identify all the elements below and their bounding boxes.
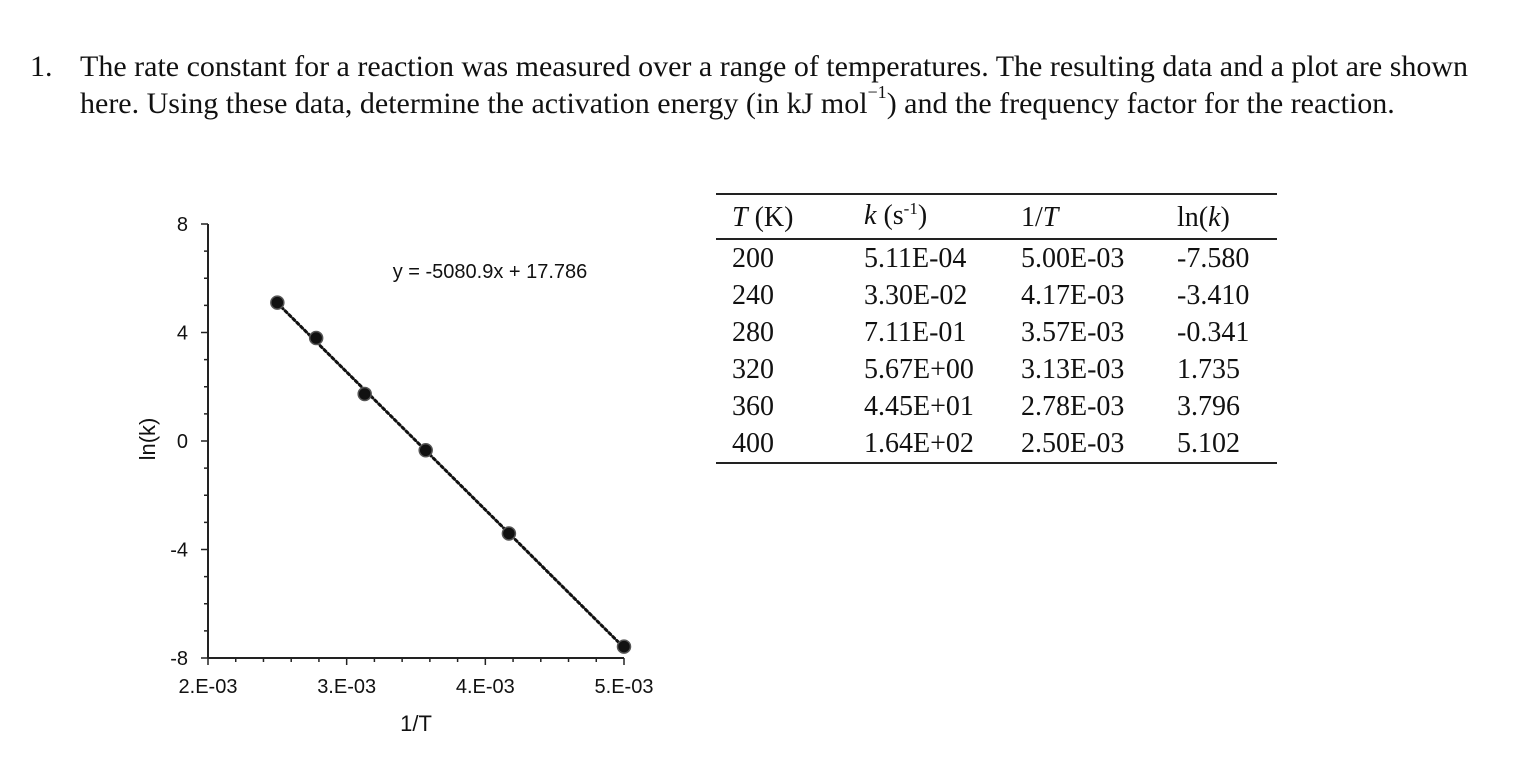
header-inverse-temperature: 1/T [1021,201,1059,233]
table-cell: 3.30E-02 [864,280,968,311]
header-temperature: T (K) [732,201,794,233]
data-table: T (K) k (s-1) 1/T ln(k) 200 5.11E-04 5.00E… [716,193,1277,464]
chart-trendline-group [275,301,626,650]
table-cell: 3.57E-03 [1021,317,1125,348]
data-point [357,386,372,402]
table-cell: -0.341 [1177,317,1250,348]
trendline [275,301,626,650]
x-tick-label: 4.E-03 [456,676,515,698]
table-cell: 200 [732,243,774,274]
table-cell: 4.45E+01 [864,391,974,422]
table-cell: 320 [732,354,774,385]
question-text: The rate constant for a reaction was mea… [80,48,1490,122]
table-row: 280 7.11E-01 3.57E-03 -0.341 [716,314,1277,351]
x-axis-title: 1/T [400,711,432,736]
table-row: 400 1.64E+02 2.50E-03 5.102 [716,425,1277,463]
y-tick-label: 4 [177,323,188,345]
table-cell: 7.11E-01 [864,317,967,348]
y-tick-label: 0 [177,431,188,453]
y-tick-label: -4 [170,540,188,562]
x-tick-label: 5.E-03 [595,676,654,698]
table-cell: 2.78E-03 [1021,391,1125,422]
table-cell: 4.17E-03 [1021,280,1125,311]
table-cell: 5.102 [1177,428,1240,459]
question-unit-superscript: −1 [867,82,887,102]
question-text-end: ) and the frequency factor for the react… [886,87,1395,120]
table-body: 200 5.11E-04 5.00E-03 -7.580 240 3.30E-02 4.17… [716,239,1277,463]
arrhenius-plot: -8 -4 0 4 8 2.E-03 3.E-03 4.E-03 5.E-03 1/T ln(k) y… [135,214,653,736]
data-point [270,295,285,310]
x-tick-label: 3.E-03 [317,676,376,698]
table-cell: 360 [732,391,774,422]
data-point [616,639,632,654]
table-cell: 5.00E-03 [1021,243,1125,274]
table-cell: 280 [732,317,774,348]
table-cell: -3.410 [1177,280,1250,311]
table-cell: 5.11E-04 [864,243,967,274]
y-tick-label: -8 [170,648,188,670]
header-rate-constant: k (s-1) [864,199,928,231]
data-point [501,526,517,541]
y-axis-title: ln(k) [135,418,160,461]
y-tick-label: 8 [177,214,188,236]
table-cell: 3.796 [1177,391,1240,422]
table-row: 240 3.30E-02 4.17E-03 -3.410 [716,277,1277,314]
table-cell: 5.67E+00 [864,354,974,385]
trendline-equation: y = -5080.9x + 17.786 [393,261,588,283]
chart-labels: -8 -4 0 4 8 2.E-03 3.E-03 4.E-03 5.E-03 1/T ln(k) y… [135,214,653,736]
table-row: 200 5.11E-04 5.00E-03 -7.580 [716,239,1277,277]
table-row: 320 5.67E+00 3.13E-03 1.735 [716,351,1277,388]
table-cell: 240 [732,280,774,311]
chart-axes [201,223,625,665]
table-row: 360 4.45E+01 2.78E-03 3.796 [716,388,1277,425]
header-ln-k: ln(k) [1177,201,1230,233]
table-cell: 1.64E+02 [864,428,974,459]
table-header-row: T (K) k (s-1) 1/T ln(k) [716,194,1277,239]
table-cell: 400 [732,428,774,459]
data-point [418,442,433,458]
x-tick-label: 2.E-03 [179,676,238,698]
table-cell: -7.580 [1177,243,1250,274]
data-point [308,330,324,346]
question-number: 1. [30,50,53,83]
chart-points [270,295,632,654]
table-cell: 3.13E-03 [1021,354,1125,385]
question-text-main: The rate constant for a reaction was mea… [80,50,1469,120]
table-cell: 2.50E-03 [1021,428,1125,459]
table-cell: 1.735 [1177,354,1240,385]
